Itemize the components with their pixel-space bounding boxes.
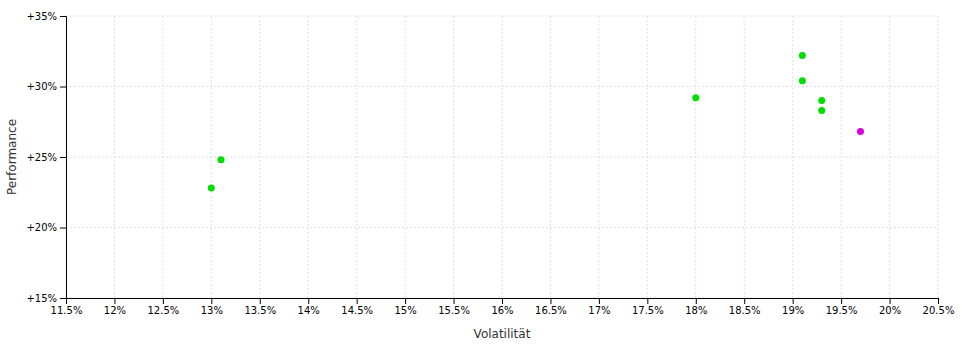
y-tick: +35% [26,11,66,22]
x-tick-label: 14.5% [341,305,373,316]
x-axis-line [67,299,939,305]
y-tick-mark [60,157,66,158]
y-grid-line [66,227,938,228]
x-tick-label: 14% [298,305,320,316]
y-tick: +30% [26,81,66,92]
y-axis-line [60,17,67,299]
x-tick-mark [890,298,891,304]
point [799,52,806,59]
x-tick-mark [938,298,939,304]
x-grid-line [889,16,890,298]
x-tick-label: 20% [879,305,901,316]
x-tick-mark [357,298,358,304]
x-tick: 16% [491,298,513,316]
x-tick-mark [405,298,406,304]
y-axis-title: Performance [5,119,19,195]
x-tick-label: 19.5% [826,305,858,316]
x-tick: 19% [782,298,804,316]
x-tick-mark [260,298,261,304]
x-axis-title: Volatilität [474,327,531,341]
x-tick: 15.5% [438,298,470,316]
y-grid-line [66,157,938,158]
x-tick: 18% [685,298,707,316]
x-tick: 15% [394,298,416,316]
y-tick: +25% [26,152,66,163]
y-tick-mark [60,16,66,17]
x-tick: 12.5% [147,298,179,316]
x-tick: 18.5% [729,298,761,316]
x-tick: 17% [588,298,610,316]
y-grid-line [66,86,938,87]
x-tick-label: 11.5% [51,305,83,316]
x-tick-mark [696,298,697,304]
x-tick-label: 15% [394,305,416,316]
series [857,128,864,135]
x-tick: 14.5% [341,298,373,316]
x-tick-label: 17.5% [632,305,664,316]
point [692,94,699,101]
x-tick: 12% [104,298,126,316]
point [857,128,864,135]
y-tick-label: +15% [26,293,57,304]
y-tick-mark [60,298,66,299]
x-grid-line [356,16,357,298]
y-grid-line [66,16,938,17]
x-tick: 13.5% [244,298,276,316]
x-tick: 20.5% [923,298,955,316]
x-tick-label: 13.5% [244,305,276,316]
x-tick-mark [454,298,455,304]
x-tick-mark [550,298,551,304]
point [208,185,215,192]
y-tick-mark [60,228,66,229]
x-tick: 17.5% [632,298,664,316]
x-tick-label: 16.5% [535,305,567,316]
x-tick-label: 12% [104,305,126,316]
chart: 11.5% 12% 12.5% 13% 13.5% 14% 14.5% 15% 15.5% 16%… [0,0,966,350]
x-axis: 11.5% 12% 12.5% 13% 13.5% 14% 14.5% 15% 15.5% 16%… [51,298,955,316]
y-tick-label: +30% [26,81,57,92]
x-tick-mark [114,298,115,304]
x-tick-mark [841,298,842,304]
x-tick: 14% [298,298,320,316]
x-tick-label: 18% [685,305,707,316]
x-grid-line [841,16,842,298]
point [218,156,225,163]
x-tick: 20% [879,298,901,316]
point [818,107,825,114]
series [208,52,825,192]
point [818,97,825,104]
y-tick: +15% [26,293,66,304]
plot-area [208,52,864,192]
x-grid-line [792,16,793,298]
x-tick-label: 13% [201,305,223,316]
x-grid-line [453,16,454,298]
x-tick-label: 20.5% [923,305,955,316]
x-tick-label: 16% [491,305,513,316]
x-tick-mark [163,298,164,304]
x-tick-mark [502,298,503,304]
x-tick: 19.5% [826,298,858,316]
y-tick-label: +25% [26,152,57,163]
x-tick: 16.5% [535,298,567,316]
x-tick-label: 12.5% [147,305,179,316]
y-tick-mark [60,87,66,88]
x-tick-mark [793,298,794,304]
y-axis: +15% +20% +25% +30% +35% [26,11,66,304]
point [799,77,806,84]
x-tick-mark [744,298,745,304]
y-tick-label: +20% [26,222,57,233]
x-tick: 13% [201,298,223,316]
x-tick-mark [647,298,648,304]
x-tick-mark [599,298,600,304]
y-tick: +20% [26,222,66,233]
x-tick-label: 17% [588,305,610,316]
grid [66,16,938,298]
x-tick-mark [308,298,309,304]
x-tick-label: 15.5% [438,305,470,316]
x-tick-label: 19% [782,305,804,316]
y-tick-label: +35% [26,11,57,22]
x-tick-label: 18.5% [729,305,761,316]
x-tick-mark [211,298,212,304]
x-grid-line [405,16,406,298]
